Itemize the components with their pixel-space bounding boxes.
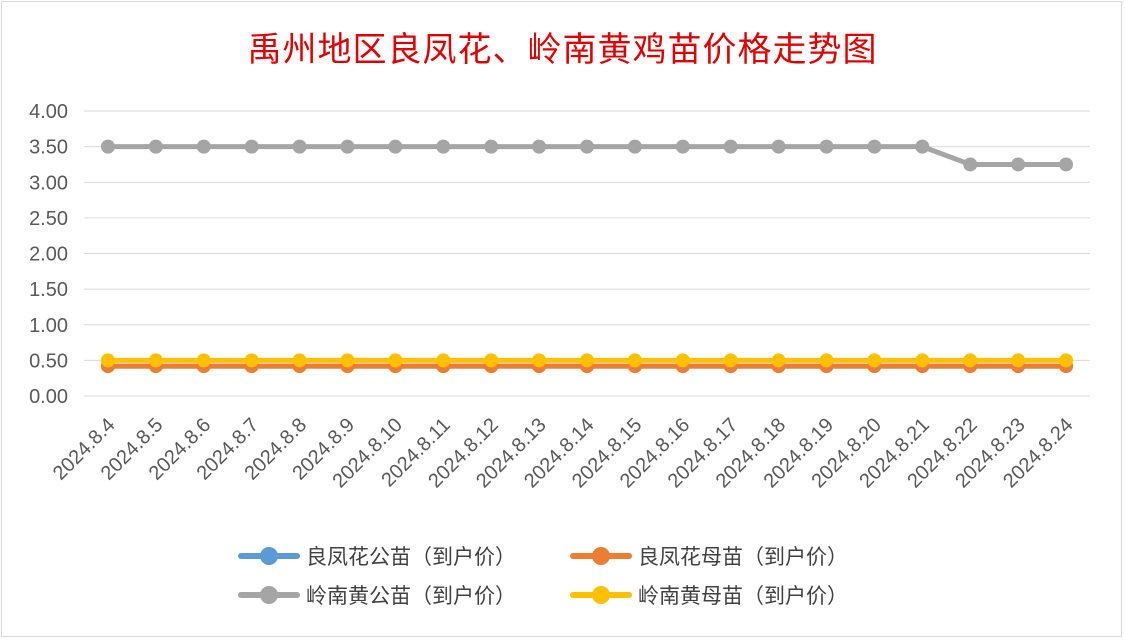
data-point [196, 353, 211, 368]
data-point [388, 353, 403, 368]
y-tick-label: 3.50 [29, 137, 68, 159]
data-point [963, 353, 978, 368]
data-point [148, 139, 163, 154]
data-point [244, 353, 259, 368]
data-point [100, 139, 115, 154]
data-point [723, 139, 738, 154]
data-point [1059, 157, 1074, 172]
legend-swatch-icon [238, 538, 300, 574]
data-point [1011, 353, 1026, 368]
data-point [675, 139, 690, 154]
y-tick-label: 2.50 [29, 208, 68, 230]
data-point [819, 353, 834, 368]
legend-label: 良凤花母苗（到户价） [638, 545, 848, 569]
y-tick-label: 0.00 [29, 386, 68, 408]
legend-item-liangfenghua-female: 良凤花母苗（到户价） [570, 538, 848, 574]
data-point [1059, 353, 1074, 368]
data-point [436, 353, 451, 368]
data-point [148, 353, 163, 368]
y-tick-label: 0.50 [29, 350, 68, 372]
legend-swatch-icon [570, 538, 632, 574]
legend-swatch-icon [570, 577, 632, 613]
data-point [532, 139, 547, 154]
data-point [580, 139, 594, 154]
chart-title: 禹州地区良凤花、岭南黄鸡苗价格走势图 [247, 30, 878, 70]
data-point [196, 139, 211, 154]
y-tick-label: 4.00 [29, 101, 68, 123]
data-point [915, 139, 930, 154]
y-tick-label: 1.00 [29, 315, 68, 337]
legend-label: 岭南黄公苗（到户价） [306, 584, 516, 608]
legend-label: 良凤花公苗（到户价） [306, 545, 516, 569]
data-point [484, 353, 499, 368]
data-point [244, 139, 259, 154]
y-tick-label: 3.00 [29, 172, 68, 194]
data-point [1011, 157, 1026, 172]
data-point [771, 139, 786, 154]
data-point [484, 139, 499, 154]
legend-label: 岭南黄母苗（到户价） [638, 584, 848, 608]
data-point [675, 353, 690, 368]
data-point [627, 139, 642, 154]
data-point [867, 139, 882, 154]
legend-item-liangfenghua-male: 良凤花公苗（到户价） [238, 538, 516, 574]
legend-item-lingnanhuang-male: 岭南黄公苗（到户价） [238, 577, 516, 613]
data-point [292, 353, 307, 368]
legend-swatch-icon [238, 577, 300, 613]
legend-item-lingnanhuang-female: 岭南黄母苗（到户价） [570, 577, 848, 613]
data-point [340, 353, 355, 368]
data-point [292, 139, 307, 154]
data-point [867, 353, 882, 368]
data-point [532, 353, 547, 368]
data-point [963, 157, 978, 172]
data-point [915, 353, 930, 368]
data-point [819, 139, 834, 154]
data-point [436, 139, 451, 154]
data-point [723, 353, 738, 368]
data-point [771, 353, 786, 368]
data-point [100, 353, 115, 368]
data-point [627, 353, 642, 368]
y-tick-label: 1.50 [29, 279, 68, 301]
data-point [340, 139, 355, 154]
data-point [580, 353, 594, 368]
data-point [388, 139, 403, 154]
y-tick-label: 2.00 [29, 244, 68, 266]
